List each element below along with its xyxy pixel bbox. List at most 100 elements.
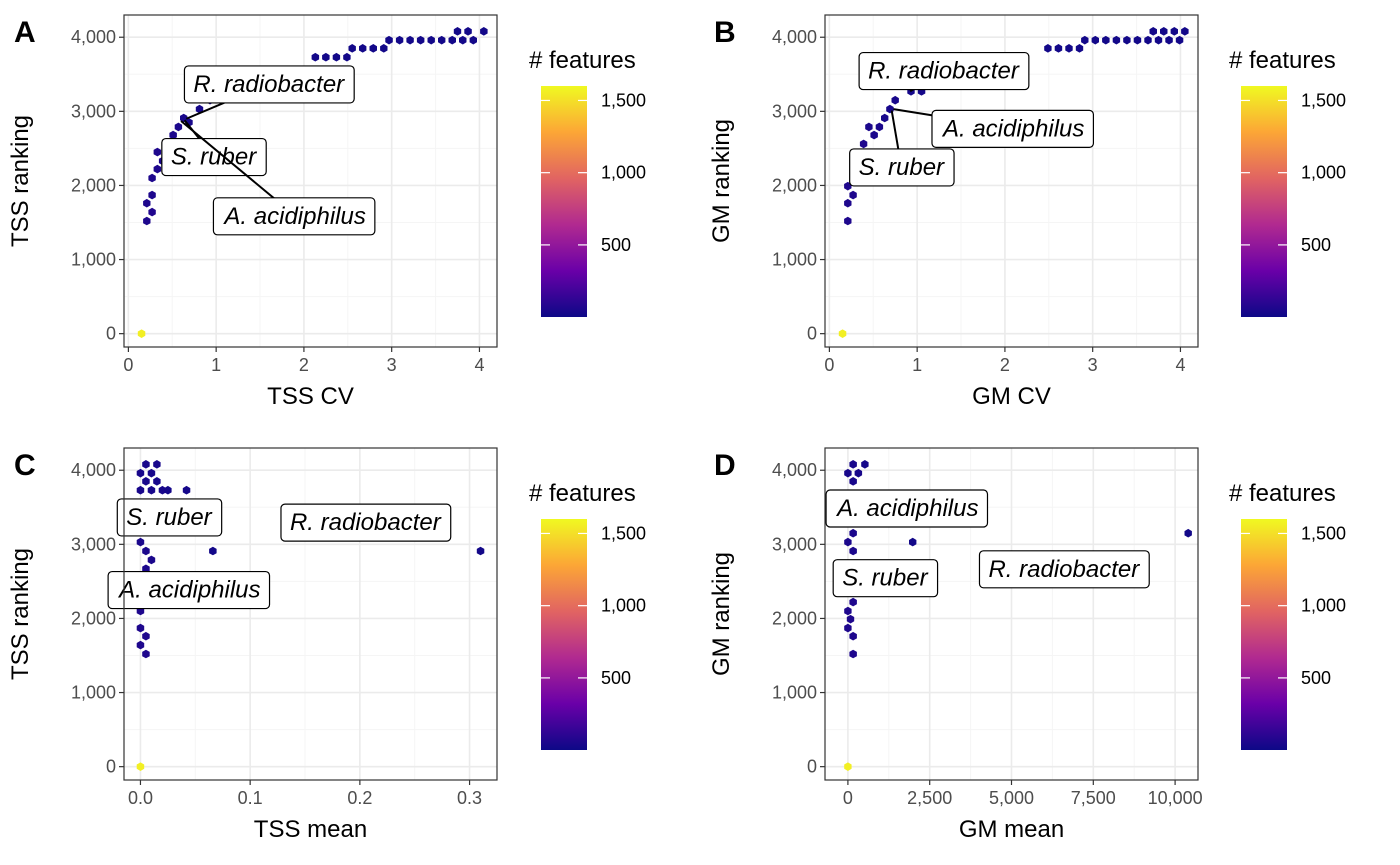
x-axis-title: GM CV (972, 383, 1051, 410)
y-tick-label: 4,000 (71, 27, 116, 47)
hexbin-cell (849, 597, 857, 607)
colorbar (541, 519, 587, 750)
x-axis-title: GM mean (959, 816, 1064, 843)
panel-border (123, 447, 498, 781)
colorbar-tick-label: 500 (601, 668, 631, 688)
annotation-box (107, 570, 271, 610)
hexbin-cell (147, 485, 156, 495)
panel-border (824, 14, 1199, 348)
x-tick-label: 2 (1000, 355, 1010, 375)
annotation-text: A. acidiphilus (117, 577, 260, 604)
y-tick-label: 4,000 (772, 460, 817, 480)
annotation-box (280, 503, 452, 542)
x-axis-title: TSS CV (267, 383, 354, 410)
y-tick-label: 1,000 (71, 683, 116, 703)
panel-border (123, 14, 498, 348)
y-tick-label: 3,000 (71, 101, 116, 121)
y-axis-title: TSS ranking (7, 548, 34, 680)
hexbin-cell (148, 190, 156, 200)
hexbin-cell (395, 35, 404, 45)
plot-background (124, 448, 497, 780)
panel-tag: A (14, 16, 36, 49)
y-tick-label: 3,000 (71, 534, 116, 554)
hexbin-cell (1091, 35, 1099, 45)
colorbar-tick-label: 1,000 (1301, 163, 1346, 183)
x-tick-label: 0.3 (457, 788, 482, 808)
hexbin-cell (1065, 44, 1073, 53)
plot-background (124, 15, 497, 347)
legend-title: # features (529, 47, 636, 74)
colorbar-tick-label: 1,000 (1301, 596, 1346, 616)
hexbin-cell (909, 537, 917, 547)
hexbin-cell (459, 35, 467, 45)
annotation-text: R. radiobacter (868, 58, 1020, 85)
hexbin-cell (311, 52, 320, 62)
annotation-label: A. acidiphilus (931, 109, 1095, 148)
colorbar-tick-label: 1,500 (601, 523, 646, 543)
y-tick-label: 4,000 (772, 27, 817, 47)
hexbin-cell (142, 477, 150, 486)
hexbin-cell (1133, 35, 1142, 45)
colorbar-tick-label: 1,000 (601, 163, 646, 183)
y-tick-label: 0 (807, 324, 817, 344)
y-tick-label: 3,000 (772, 101, 817, 121)
annotation-text: R. radiobacter (988, 556, 1140, 583)
hexbin-cell (322, 52, 330, 62)
x-tick-label: 0 (123, 355, 133, 375)
hexbin-cell (865, 122, 873, 132)
annotation-text: R. radiobacter (290, 509, 442, 536)
hexbin-cell (1144, 35, 1152, 45)
hexbin-cell (849, 631, 857, 641)
panel-tag: C (14, 449, 36, 482)
hexbin-cell (136, 640, 145, 650)
hexbin-cell (1149, 27, 1157, 36)
legend-title: # features (1229, 480, 1336, 507)
hexbin-cell (1175, 35, 1184, 45)
hexbin-cell (849, 546, 857, 556)
hexbin-cell (1081, 35, 1089, 45)
hexbin-cell (142, 631, 150, 641)
panel-tag: D (714, 449, 736, 482)
annotation-label: R. radiobacter (280, 503, 452, 542)
annotation-label: A. acidiphilus (825, 489, 989, 528)
annotation-text: A. acidiphilus (835, 495, 978, 522)
annotation-box (978, 550, 1150, 589)
colorbar-tick-label: 500 (1301, 668, 1331, 688)
y-tick-label: 2,000 (772, 608, 817, 628)
y-axis-title: GM ranking (708, 119, 735, 243)
hexbin-cell (1044, 44, 1052, 53)
hexbin-cell (136, 762, 145, 771)
annotation-label: R. radiobacter (183, 65, 355, 104)
x-tick-label: 1 (912, 355, 922, 375)
hexbin-cell (861, 460, 869, 469)
y-tick-label: 2,000 (71, 175, 116, 195)
hexbin-cell (143, 198, 151, 208)
color-legend: # features 500 1,000 1,500 (1229, 480, 1346, 750)
hexbin-cell (209, 546, 217, 556)
annotation-text: S. ruber (126, 504, 212, 531)
hexbin-cell (380, 44, 388, 53)
y-axis-title: TSS ranking (7, 115, 34, 247)
hexbin-cell (448, 35, 456, 45)
hexbin-cell (136, 485, 145, 495)
hexbin-cell (385, 35, 393, 45)
hexbin-cell (153, 477, 161, 486)
hexbin-cell (164, 485, 172, 495)
panel-c: S. ruber R. radiobacter A. acidiphilus 0.0 0… (7, 447, 646, 843)
hexbin-cell (849, 190, 857, 200)
x-tick-label: 10,000 (1148, 788, 1203, 808)
hexbin-cell (136, 468, 145, 478)
colorbar-tick-label: 500 (1301, 235, 1331, 255)
hexbin-cell (182, 485, 191, 495)
hexbin-cell (846, 614, 855, 624)
hexbin-cell (1165, 35, 1173, 45)
hexbin-cell (147, 468, 156, 478)
hexbin-cell (148, 207, 156, 217)
hexbin-cell (169, 130, 177, 140)
colorbar (1241, 519, 1287, 750)
hexbin-cell (137, 329, 146, 338)
hexbin-cell (153, 460, 161, 469)
panel-a: R. radiobacter S. ruber A. acidiphilus 0 1 2 3… (7, 14, 646, 410)
hexbin-cell (1160, 27, 1168, 36)
hexbin-cell (838, 329, 847, 338)
